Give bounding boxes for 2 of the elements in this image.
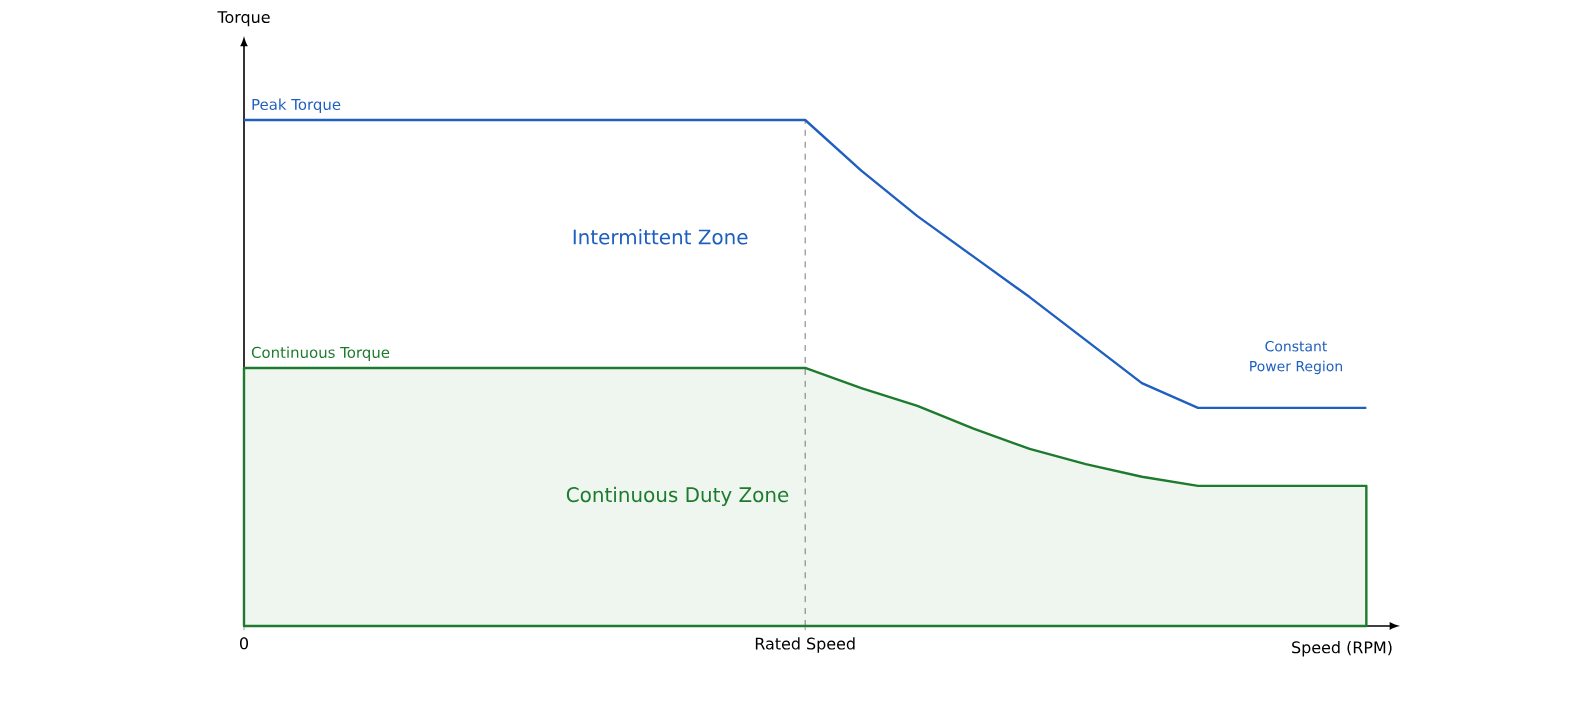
- annotation: Continuous Duty Zone: [566, 486, 789, 507]
- annotation: Intermittent Zone: [573, 229, 748, 245]
